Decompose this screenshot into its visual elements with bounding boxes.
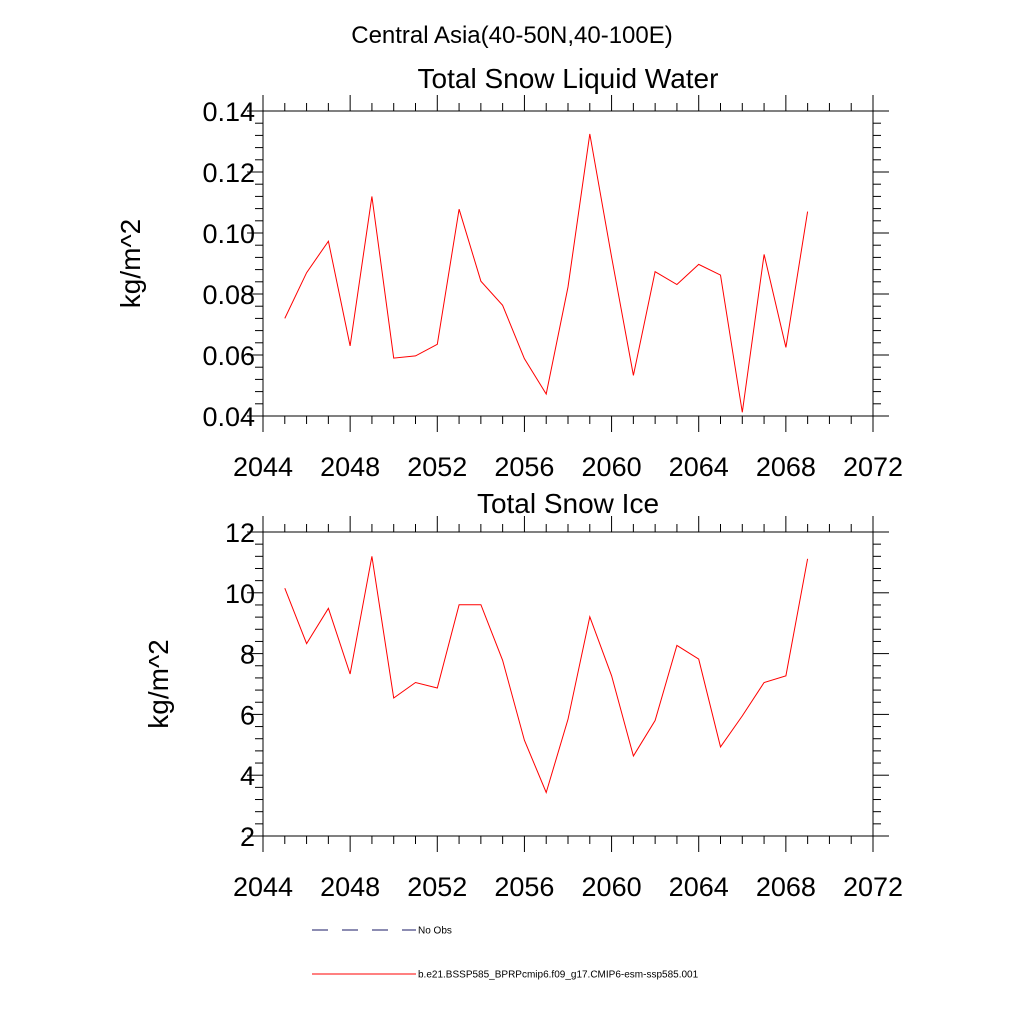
- x-tick-label: 2072: [843, 872, 903, 902]
- x-tick-label: 2056: [494, 452, 554, 482]
- x-tick-label: 2064: [669, 872, 729, 902]
- y-tick-label: 6: [240, 700, 255, 730]
- y-tick-label: 12: [225, 518, 255, 548]
- legend-label-no-obs: No Obs: [418, 926, 452, 937]
- y-tick-label: 0.12: [202, 158, 255, 188]
- y-tick-label: 0.08: [202, 280, 255, 310]
- panel-snow-ice: Total Snow Ice 2044 2048 2052 2056 2060 2064 20…: [143, 488, 903, 902]
- x-tick-label: 2068: [756, 872, 816, 902]
- series-line: [284, 556, 809, 794]
- y-axis-label: kg/m^2: [143, 639, 174, 728]
- plot-frame: [262, 531, 874, 837]
- x-tick-label: 2052: [407, 452, 467, 482]
- y-tick-label: 0.06: [202, 341, 255, 371]
- series-line: [284, 133, 809, 413]
- y-tick-label: 0.10: [202, 219, 255, 249]
- y-tick-label: 8: [240, 640, 255, 670]
- y-tick-label: 2: [240, 822, 255, 852]
- x-tick-label: 2056: [494, 872, 554, 902]
- legend: No Obs b.e21.BSSP585_BPRPcmip6.f09_g17.C…: [312, 926, 699, 981]
- panel-title: Total Snow Ice: [477, 488, 659, 519]
- panel-snow-liquid-water: Total Snow Liquid Water 2044 2048 2052 2056 2…: [115, 63, 903, 482]
- x-tick-label: 2052: [407, 872, 467, 902]
- x-tick-label: 2068: [756, 452, 816, 482]
- x-tick-label: 2048: [320, 872, 380, 902]
- panel-title: Total Snow Liquid Water: [418, 63, 719, 94]
- plot-frame: [262, 110, 874, 417]
- x-tick-label: 2072: [843, 452, 903, 482]
- y-tick-label: 4: [240, 761, 255, 791]
- y-tick-label: 0.14: [202, 97, 255, 127]
- x-tick-label: 2060: [582, 872, 642, 902]
- y-axis-label: kg/m^2: [115, 219, 146, 308]
- x-tick-label: 2044: [233, 872, 293, 902]
- x-tick-label: 2048: [320, 452, 380, 482]
- figure-title: Central Asia(40-50N,40-100E): [351, 22, 673, 49]
- x-tick-label: 2064: [669, 452, 729, 482]
- legend-label-model-run: b.e21.BSSP585_BPRPcmip6.f09_g17.CMIP6-es…: [418, 970, 699, 981]
- y-tick-label: 10: [225, 579, 255, 609]
- x-tick-label: 2044: [233, 452, 293, 482]
- y-tick-label: 0.04: [202, 402, 255, 432]
- x-tick-label: 2060: [582, 452, 642, 482]
